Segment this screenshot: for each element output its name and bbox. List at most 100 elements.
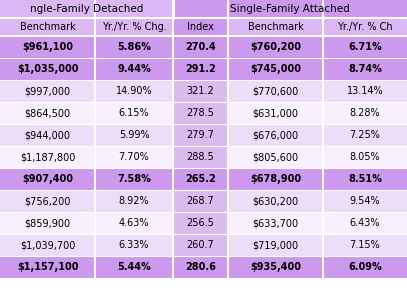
Bar [323,146,407,168]
Bar [0,0,173,18]
Bar [95,80,173,102]
Text: $756,200: $756,200 [24,196,71,206]
Text: $633,700: $633,700 [252,218,299,228]
Text: 8.92%: 8.92% [119,196,149,206]
Bar [323,212,407,234]
Text: $864,500: $864,500 [24,108,70,118]
Text: $719,000: $719,000 [252,240,299,250]
Bar [173,0,407,18]
Bar [0,256,95,278]
Bar [95,36,173,58]
Bar [323,190,407,212]
Text: 5.86%: 5.86% [117,42,151,52]
Bar [173,80,228,102]
Text: ngle-Family Detached: ngle-Family Detached [30,4,143,14]
Text: 256.5: 256.5 [186,218,214,228]
Bar [0,234,95,256]
Bar [0,190,95,212]
Text: $1,035,000: $1,035,000 [17,64,78,74]
Text: 5.44%: 5.44% [117,262,151,272]
Bar [0,80,95,102]
Text: $770,600: $770,600 [252,86,299,96]
Text: 280.6: 280.6 [185,262,216,272]
Bar [323,102,407,124]
Bar [95,234,173,256]
Text: 6.33%: 6.33% [119,240,149,250]
Text: Yr./Yr. % Chg.: Yr./Yr. % Chg. [102,22,166,32]
Bar [228,80,323,102]
Text: $630,200: $630,200 [252,196,299,206]
Bar [228,190,323,212]
Bar [228,212,323,234]
Bar [95,190,173,212]
Text: 7.25%: 7.25% [350,130,381,140]
Text: 7.15%: 7.15% [350,240,381,250]
Bar [173,102,228,124]
Bar [0,36,95,58]
Text: 268.7: 268.7 [187,196,214,206]
Text: $631,000: $631,000 [252,108,298,118]
Bar [95,168,173,190]
Bar [228,234,323,256]
Text: $907,400: $907,400 [22,174,73,184]
Text: $745,000: $745,000 [250,64,301,74]
Bar [0,58,95,80]
Bar [228,36,323,58]
Bar [323,234,407,256]
Text: Index: Index [187,22,214,32]
Text: 13.14%: 13.14% [347,86,383,96]
Text: Yr./Yr. % Ch: Yr./Yr. % Ch [337,22,393,32]
Text: 8.51%: 8.51% [348,174,382,184]
Bar [228,256,323,278]
Text: $935,400: $935,400 [250,262,301,272]
Bar [0,212,95,234]
Bar [323,36,407,58]
Text: Single-Family Attached: Single-Family Attached [230,4,350,14]
Text: 9.54%: 9.54% [350,196,380,206]
Bar [228,124,323,146]
Text: 260.7: 260.7 [187,240,214,250]
Text: 7.70%: 7.70% [118,152,149,162]
Text: 288.5: 288.5 [187,152,214,162]
Text: 8.74%: 8.74% [348,64,382,74]
Bar [228,18,323,36]
Text: $944,000: $944,000 [24,130,70,140]
Text: 6.09%: 6.09% [348,262,382,272]
Bar [173,168,228,190]
Bar [173,18,228,36]
Bar [0,146,95,168]
Text: 8.05%: 8.05% [350,152,380,162]
Bar [95,256,173,278]
Text: $859,900: $859,900 [24,218,70,228]
Text: $1,187,800: $1,187,800 [20,152,75,162]
Bar [323,256,407,278]
Text: 6.71%: 6.71% [348,42,382,52]
Text: 270.4: 270.4 [185,42,216,52]
Bar [173,36,228,58]
Bar [173,212,228,234]
Text: $1,039,700: $1,039,700 [20,240,75,250]
Text: 8.28%: 8.28% [350,108,380,118]
Text: Benchmark: Benchmark [20,22,75,32]
Bar [323,168,407,190]
Bar [0,168,95,190]
Bar [95,18,173,36]
Text: 6.43%: 6.43% [350,218,380,228]
Text: 14.90%: 14.90% [116,86,152,96]
Bar [95,146,173,168]
Text: 7.58%: 7.58% [117,174,151,184]
Bar [323,80,407,102]
Bar [173,256,228,278]
Bar [173,124,228,146]
Bar [95,102,173,124]
Text: $760,200: $760,200 [250,42,301,52]
Text: Benchmark: Benchmark [247,22,303,32]
Bar [323,18,407,36]
Text: 321.2: 321.2 [187,86,214,96]
Text: 278.5: 278.5 [186,108,214,118]
Bar [95,212,173,234]
Text: 291.2: 291.2 [185,64,216,74]
Text: 265.2: 265.2 [185,174,216,184]
Bar [228,102,323,124]
Text: $961,100: $961,100 [22,42,73,52]
